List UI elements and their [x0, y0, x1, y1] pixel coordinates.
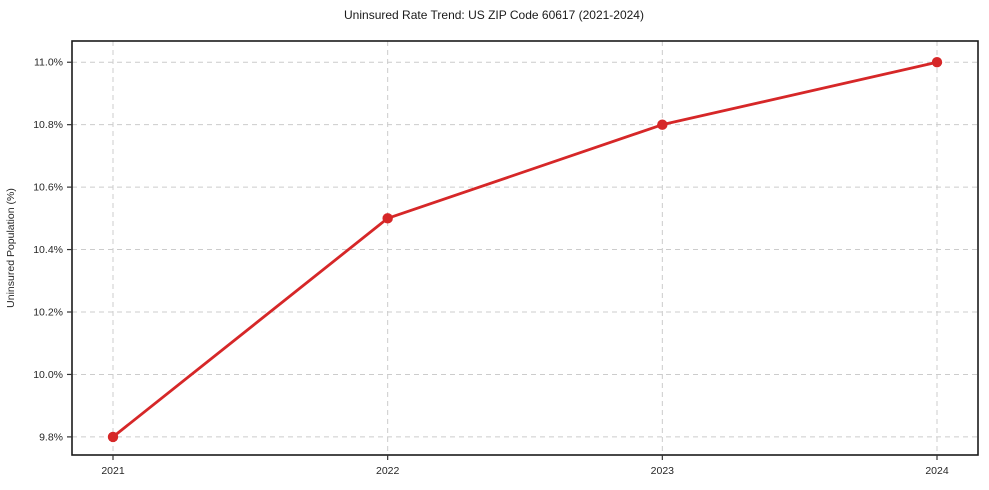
y-tick-label: 10.4% — [33, 244, 63, 256]
y-axis-label: Uninsured Population (%) — [5, 188, 17, 308]
data-point — [382, 213, 393, 224]
y-tick-label: 10.8% — [33, 119, 63, 131]
gridlines — [72, 41, 978, 455]
plot-border — [71, 40, 979, 456]
x-tick-label: 2024 — [925, 465, 949, 477]
x-tick-label: 2023 — [651, 465, 675, 477]
series-line — [107, 57, 943, 443]
y-tick-label: 10.6% — [33, 182, 63, 194]
trend-line — [111, 60, 939, 439]
x-tick-label: 2021 — [101, 465, 125, 477]
y-tick-label: 10.2% — [33, 307, 63, 319]
axes: 9.8% 10.0% 10.2% 10.4% 10.6% 10.8% 11.0% 2021 20… — [33, 40, 979, 477]
chart-title: Uninsured Rate Trend: US ZIP Code 60617 … — [344, 8, 644, 22]
data-point — [931, 57, 943, 68]
x-tick-label: 2022 — [376, 465, 400, 477]
y-tick-label: 10.0% — [33, 369, 63, 381]
data-point — [657, 119, 668, 130]
y-tick-label: 11.0% — [34, 57, 63, 69]
y-tick-label: 9.8% — [39, 431, 63, 443]
data-point — [107, 431, 119, 443]
